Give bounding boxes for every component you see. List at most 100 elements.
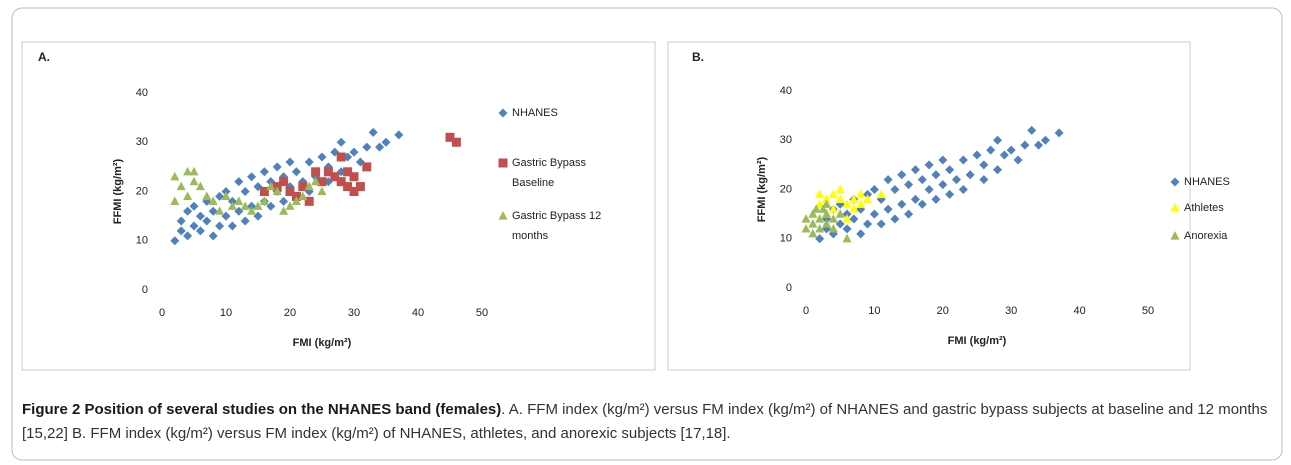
point bbox=[240, 187, 250, 196]
legend-marker bbox=[1170, 177, 1180, 187]
point bbox=[170, 236, 180, 246]
legend-marker bbox=[1170, 203, 1180, 212]
point bbox=[176, 216, 186, 226]
point bbox=[835, 194, 845, 203]
point bbox=[240, 216, 250, 226]
point bbox=[815, 199, 825, 208]
point bbox=[221, 191, 231, 201]
point bbox=[208, 231, 218, 241]
point bbox=[993, 165, 1003, 175]
point bbox=[362, 162, 372, 172]
point bbox=[195, 181, 205, 191]
point bbox=[890, 185, 900, 194]
point bbox=[965, 170, 975, 180]
point bbox=[311, 167, 321, 177]
point bbox=[869, 209, 879, 219]
point bbox=[266, 181, 276, 191]
point bbox=[958, 155, 968, 165]
point bbox=[897, 170, 907, 180]
x-tick-label: 10 bbox=[220, 307, 232, 319]
legend-entry: Gastric Bypass Baseline bbox=[498, 153, 607, 193]
point bbox=[938, 155, 948, 165]
caption: Figure 2 Position of several studies on … bbox=[22, 398, 1272, 446]
panel-box bbox=[667, 41, 1191, 371]
point bbox=[842, 224, 852, 234]
point bbox=[931, 170, 941, 180]
point bbox=[375, 142, 385, 152]
x-tick-label: 40 bbox=[412, 307, 424, 319]
x-tick-label: 10 bbox=[868, 305, 880, 317]
point bbox=[349, 172, 359, 182]
legend-label: Gastric Bypass 12 months bbox=[512, 210, 602, 242]
point bbox=[215, 206, 225, 215]
x-tick-label: 0 bbox=[803, 305, 809, 317]
panel-label: B. bbox=[692, 50, 704, 64]
point bbox=[828, 223, 838, 233]
point bbox=[801, 214, 811, 223]
point bbox=[176, 226, 186, 236]
point bbox=[856, 189, 866, 199]
point bbox=[304, 157, 314, 167]
legend-swatch bbox=[1170, 203, 1180, 212]
point bbox=[355, 182, 365, 192]
point bbox=[842, 214, 852, 223]
point bbox=[1013, 155, 1023, 165]
point bbox=[279, 177, 289, 187]
point bbox=[253, 211, 263, 221]
point bbox=[215, 191, 225, 201]
y-tick-label: 10 bbox=[136, 235, 148, 247]
point bbox=[208, 206, 218, 216]
y-tick-label: 30 bbox=[136, 136, 148, 148]
y-tick-label: 10 bbox=[780, 233, 792, 245]
point bbox=[279, 206, 289, 215]
point bbox=[828, 204, 838, 213]
point bbox=[336, 137, 346, 147]
x-axis-title: FMI (kg/m²) bbox=[948, 335, 1007, 347]
legend-entry: Athletes bbox=[1170, 198, 1279, 218]
y-axis-title: FFMI (kg/m²) bbox=[756, 156, 768, 222]
point bbox=[972, 150, 982, 160]
point bbox=[835, 209, 845, 218]
point bbox=[266, 201, 276, 211]
point bbox=[227, 221, 237, 231]
point bbox=[1020, 140, 1030, 150]
point bbox=[253, 201, 263, 210]
point bbox=[259, 167, 269, 177]
point bbox=[883, 204, 893, 214]
point bbox=[221, 211, 231, 221]
point bbox=[835, 219, 845, 229]
legend-marker bbox=[498, 211, 508, 220]
point bbox=[815, 189, 825, 199]
legend-entry: Anorexia bbox=[1170, 226, 1279, 246]
point bbox=[279, 196, 289, 206]
x-tick-label: 0 bbox=[159, 307, 165, 319]
point bbox=[1006, 145, 1016, 155]
legend-marker bbox=[498, 108, 508, 118]
point bbox=[183, 206, 193, 216]
point bbox=[1034, 140, 1044, 150]
point bbox=[815, 234, 825, 244]
x-tick-label: 50 bbox=[476, 307, 488, 319]
point bbox=[304, 181, 314, 191]
legend-entry: NHANES bbox=[1170, 172, 1279, 192]
point bbox=[349, 147, 359, 157]
point bbox=[298, 182, 308, 192]
point bbox=[317, 186, 327, 196]
point bbox=[958, 185, 968, 194]
point bbox=[815, 223, 825, 233]
point bbox=[227, 201, 237, 210]
caption-title: Figure 2 Position of several studies on … bbox=[22, 401, 502, 418]
x-tick-label: 30 bbox=[1005, 305, 1017, 317]
point bbox=[904, 209, 914, 219]
point bbox=[272, 162, 282, 172]
point bbox=[189, 201, 199, 211]
point bbox=[189, 166, 199, 176]
legend-entry: NHANES bbox=[498, 103, 607, 123]
legend-label: NHANES bbox=[512, 107, 558, 119]
legend-label: NHANES bbox=[1184, 176, 1230, 188]
legend-label: Athletes bbox=[1184, 202, 1224, 214]
point bbox=[924, 185, 934, 194]
y-tick-label: 30 bbox=[780, 134, 792, 146]
point bbox=[298, 191, 308, 201]
point bbox=[993, 135, 1003, 145]
